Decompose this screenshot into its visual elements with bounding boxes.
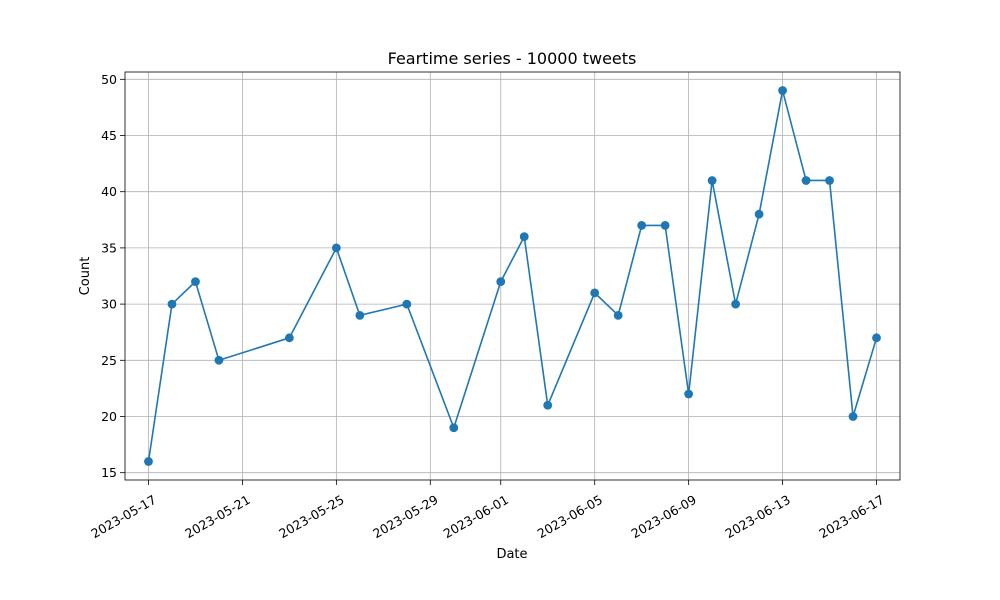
data-point — [496, 277, 506, 287]
data-point — [825, 176, 834, 185]
series — [144, 86, 881, 466]
data-point — [519, 232, 529, 242]
y-tick-label: 20 — [101, 409, 117, 424]
data-point — [848, 412, 858, 421]
data-point — [214, 355, 224, 365]
data-point — [543, 400, 553, 410]
data-point — [284, 333, 294, 343]
data-point — [402, 299, 412, 309]
grid — [125, 72, 900, 480]
data-point — [754, 209, 764, 219]
data-point — [590, 288, 600, 298]
data-point — [872, 333, 881, 343]
data-point — [331, 243, 341, 253]
data-point — [191, 277, 200, 287]
data-point — [144, 457, 153, 466]
data-point — [449, 423, 459, 433]
data-point — [778, 86, 787, 95]
y-tick-label: 45 — [101, 128, 117, 143]
data-point — [167, 299, 177, 309]
data-point — [707, 176, 717, 185]
y-tick-label: 50 — [101, 72, 117, 87]
data-point — [801, 176, 811, 185]
y-tick-label: 15 — [101, 465, 117, 480]
data-point — [684, 389, 694, 399]
x-axis-label: Date — [496, 547, 527, 562]
data-point — [637, 221, 647, 230]
y-tick-label: 30 — [101, 297, 117, 312]
data-point — [731, 299, 741, 309]
axes — [120, 71, 901, 485]
y-tick-label: 25 — [101, 353, 117, 368]
data-point — [660, 221, 670, 230]
data-point — [355, 310, 365, 320]
data-point — [613, 310, 623, 320]
y-tick-label: 40 — [101, 184, 117, 199]
plot-frame — [124, 71, 901, 481]
y-axis-label: Count — [78, 257, 93, 296]
chart-title: Feartime series - 10000 tweets — [388, 49, 637, 68]
y-tick-label: 35 — [101, 240, 117, 255]
